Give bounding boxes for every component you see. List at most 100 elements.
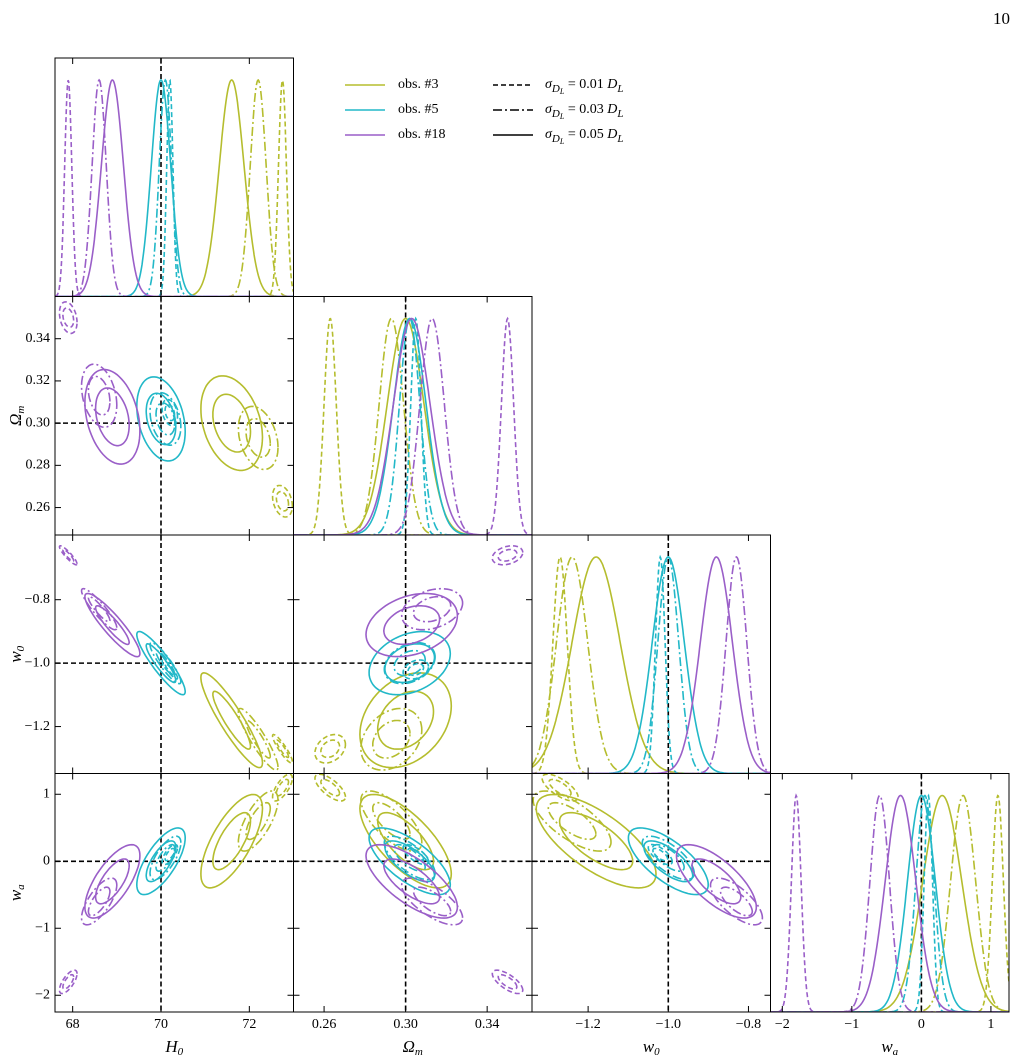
panel: [293, 296, 532, 535]
legend-label-part: D: [551, 133, 560, 145]
panel: [770, 773, 1009, 1012]
panel: [293, 773, 532, 1012]
contour: [87, 595, 111, 623]
contour: [200, 671, 264, 769]
legend-label-part: D: [551, 83, 560, 95]
axis-label: w0: [643, 1037, 660, 1058]
contour: [200, 793, 264, 889]
density-curve: [293, 316, 532, 535]
panel-frame: [54, 534, 294, 774]
x-tick-label: 1: [987, 1017, 994, 1032]
contour: [643, 840, 694, 883]
x-tick-label: −1: [844, 1017, 859, 1032]
panel-frame: [770, 773, 1010, 1013]
y-tick-label: 0.32: [26, 373, 51, 388]
contour: [58, 969, 78, 995]
contour: [491, 545, 524, 566]
contour: [558, 811, 634, 871]
y-tick-label: 0.28: [26, 458, 51, 473]
legend-label-part: D: [606, 127, 617, 142]
legend-label-part: L: [616, 83, 623, 95]
x-tick-label: −2: [775, 1017, 790, 1032]
contour: [145, 392, 177, 446]
contour: [149, 835, 182, 881]
density-curve: [532, 556, 771, 774]
legend-label: σDL = 0.03 DL: [545, 102, 623, 121]
panel-frame: [531, 773, 771, 1013]
density-curve: [770, 794, 1009, 1012]
y-tick-label: −1: [35, 920, 50, 935]
contour: [384, 643, 436, 684]
legend-label-part: D: [606, 77, 617, 92]
x-tick-label: 0.30: [393, 1017, 418, 1032]
contour: [164, 847, 176, 862]
page-number: 10: [993, 9, 1010, 28]
contour: [372, 719, 411, 759]
contour: [365, 843, 459, 919]
contour: [58, 301, 78, 335]
axis-label: wa: [881, 1037, 898, 1058]
contour: [155, 649, 176, 677]
contour: [675, 843, 758, 919]
contour: [245, 417, 272, 458]
contour: [412, 595, 452, 623]
legend-label-part: σ: [545, 127, 553, 142]
contour: [135, 827, 187, 896]
contour: [164, 662, 176, 677]
contour: [709, 877, 764, 926]
density-curve: [770, 794, 1009, 1012]
y-tick-label: 0.30: [26, 415, 51, 430]
contour: [376, 811, 435, 871]
contour: [80, 363, 118, 428]
panel-frame: [293, 773, 533, 1013]
contour: [393, 649, 427, 677]
legend-label: obs. #3: [398, 77, 438, 92]
axis-label-part: w: [881, 1037, 893, 1056]
contour: [407, 662, 425, 677]
contour: [376, 690, 435, 750]
density-curve: [55, 79, 294, 297]
contour: [271, 484, 294, 518]
contour: [541, 773, 579, 802]
y-tick-label: −1.2: [25, 719, 50, 734]
legend-label-part: D: [551, 108, 560, 120]
contour: [80, 877, 118, 926]
density-curve: [55, 79, 294, 297]
density-curve: [770, 793, 1009, 1012]
y-tick-label: 0.26: [26, 500, 51, 515]
legend-label-part: L: [616, 108, 623, 120]
contour: [237, 790, 279, 852]
density-curve: [293, 317, 532, 535]
contour: [161, 398, 179, 427]
legend-label-part: D: [606, 102, 617, 117]
axis-label: wa: [6, 884, 27, 901]
contour: [200, 375, 264, 472]
axis-label-part: w: [6, 651, 25, 663]
contour: [383, 835, 436, 881]
axis-label: Ωm: [6, 406, 27, 426]
axis-label-part: H: [164, 1037, 179, 1056]
contour: [237, 405, 279, 471]
contour: [491, 969, 524, 995]
axis-label: Ωm: [403, 1037, 423, 1058]
contour: [400, 587, 464, 631]
legend-label-part: L: [559, 87, 565, 96]
contour: [94, 387, 131, 447]
contour: [135, 630, 187, 696]
axis-label-part: a: [15, 884, 27, 890]
legend-label-part: = 0.01: [564, 77, 607, 92]
y-tick-label: 1: [43, 786, 50, 801]
contour: [145, 840, 177, 883]
contour: [212, 811, 252, 871]
contour: [320, 739, 341, 759]
contour: [314, 733, 347, 764]
x-tick-label: 70: [154, 1017, 168, 1032]
panel: [55, 773, 294, 1012]
contour: [691, 858, 742, 905]
contour: [793, 970, 817, 993]
contour: [245, 801, 272, 841]
density-curve: [293, 317, 532, 535]
panel: [55, 535, 294, 774]
contour: [314, 773, 347, 802]
